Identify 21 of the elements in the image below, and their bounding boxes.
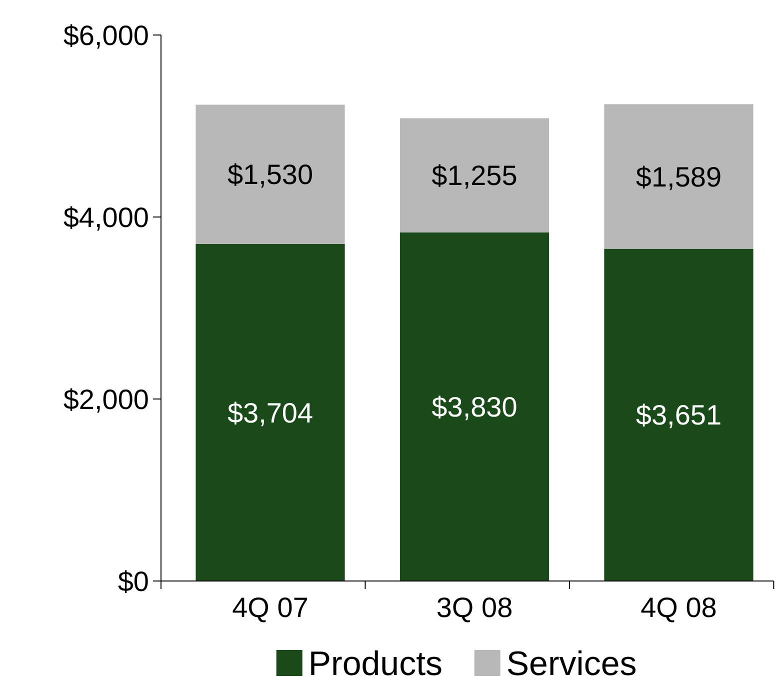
- bar: [196, 244, 345, 581]
- data-label: $1,255: [432, 160, 518, 192]
- bar: [400, 118, 550, 232]
- bar: [604, 104, 754, 249]
- x-tick-label: 4Q 08: [640, 592, 717, 623]
- x-tick-label: 4Q 07: [232, 592, 308, 623]
- data-label: $3,704: [227, 397, 314, 428]
- legend-label: Products: [308, 644, 443, 683]
- bar: [604, 248, 754, 581]
- bar: [400, 232, 550, 581]
- data-label: $3,830: [432, 392, 518, 423]
- data-label: $1,589: [636, 161, 722, 192]
- y-tick-label: $2,000: [63, 384, 149, 415]
- legend-label: Services: [506, 644, 637, 683]
- data-label: $1,530: [227, 159, 314, 190]
- y-tick-label: $6,000: [63, 20, 149, 51]
- x-tick-label: 3Q 08: [436, 592, 513, 623]
- y-tick-label: $0: [118, 566, 149, 597]
- bar: [196, 104, 345, 244]
- data-label: $3,651: [636, 400, 722, 431]
- y-tick-label: $4,000: [63, 202, 149, 233]
